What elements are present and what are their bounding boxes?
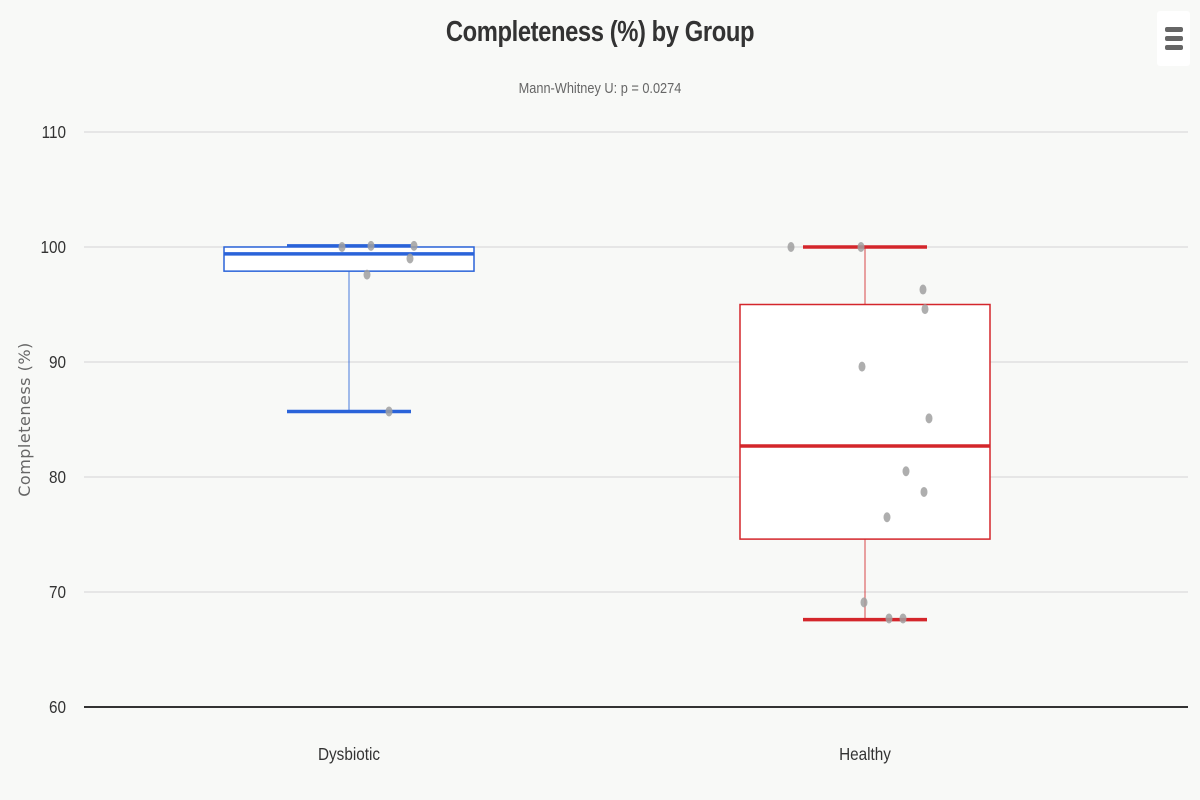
healthy-box[interactable]: [739, 303, 991, 540]
healthy-data-point[interactable]: [858, 361, 866, 372]
healthy-data-point[interactable]: [860, 597, 868, 608]
dysbiotic-data-point[interactable]: [338, 242, 346, 252]
healthy-data-point[interactable]: [919, 284, 927, 295]
dysbiotic-data-point[interactable]: [385, 406, 393, 417]
y-tick-label: 80: [49, 467, 66, 487]
y-axis-title: Completeness (%): [15, 342, 34, 497]
chart-title: Completeness (%) by Group: [445, 16, 755, 48]
healthy-data-point[interactable]: [920, 486, 928, 497]
healthy-data-point[interactable]: [899, 613, 907, 624]
healthy-data-point[interactable]: [857, 242, 865, 252]
dysbiotic-box[interactable]: [223, 246, 475, 272]
y-tick-label: 100: [40, 237, 66, 257]
healthy-data-point[interactable]: [787, 242, 795, 252]
y-tick-label: 70: [49, 582, 66, 602]
x-tick-label-dysbiotic: Dysbiotic: [318, 744, 380, 764]
dysbiotic-data-point[interactable]: [406, 253, 414, 264]
healthy-data-point[interactable]: [921, 304, 929, 315]
hamburger-menu-icon: [1165, 27, 1183, 32]
chart-menu-button[interactable]: [1157, 11, 1190, 66]
healthy-data-point[interactable]: [902, 466, 910, 477]
x-tick-label-healthy: Healthy: [839, 744, 891, 764]
dysbiotic-data-point[interactable]: [367, 240, 375, 251]
y-tick-label: 110: [42, 122, 66, 142]
hamburger-menu-icon-bar: [1165, 36, 1183, 41]
chart-subtitle: Mann-Whitney U: p = 0.0274: [518, 80, 682, 97]
healthy-data-point[interactable]: [883, 512, 891, 523]
dysbiotic-data-point[interactable]: [410, 240, 418, 251]
y-tick-label: 60: [49, 697, 66, 717]
hamburger-menu-icon-bar: [1165, 45, 1183, 50]
healthy-data-point[interactable]: [925, 413, 933, 424]
dysbiotic-data-point[interactable]: [363, 269, 371, 280]
healthy-data-point[interactable]: [885, 613, 893, 624]
y-tick-label: 90: [49, 352, 66, 372]
